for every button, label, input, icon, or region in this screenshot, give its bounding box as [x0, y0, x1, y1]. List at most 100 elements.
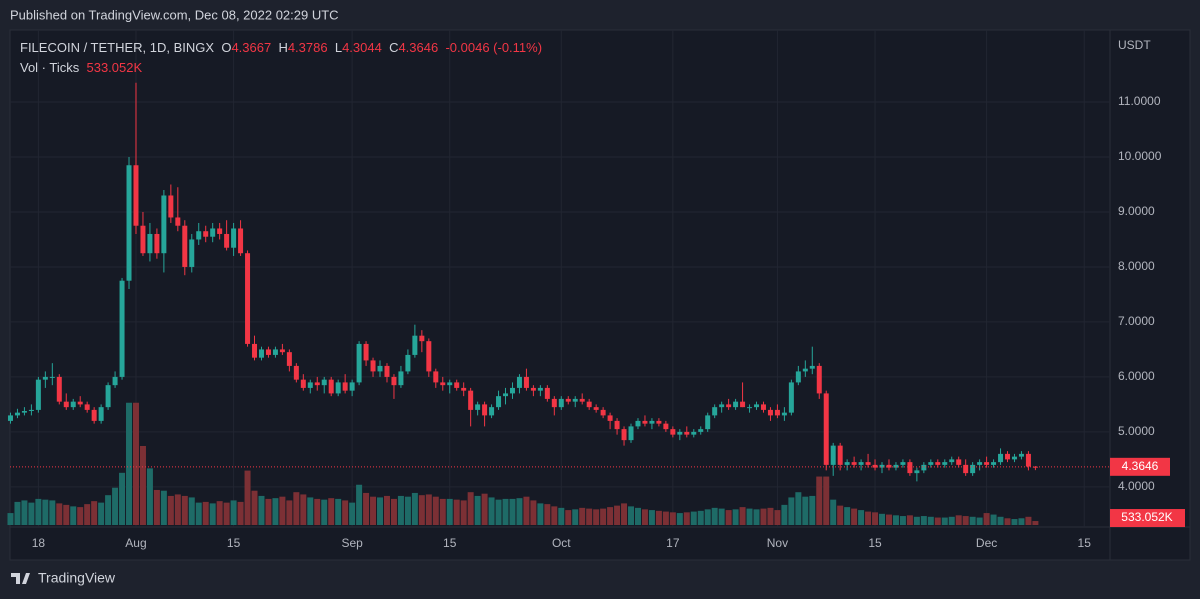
candle-body	[837, 445, 843, 465]
volume-bar	[1018, 518, 1025, 525]
candle-body	[900, 462, 906, 465]
candle-body	[774, 409, 780, 416]
candle-body	[391, 376, 397, 386]
volume-bar	[809, 495, 816, 525]
x-tick-label: Oct	[552, 536, 571, 550]
volume-bar	[49, 500, 56, 525]
candle-body	[370, 360, 376, 372]
candle-body	[747, 407, 753, 409]
volume-bar	[823, 476, 830, 525]
volume-bar	[174, 494, 181, 525]
candle-body	[147, 233, 153, 254]
candle-body	[154, 233, 160, 254]
volume-bar	[1032, 521, 1039, 525]
ohlc-value: 4.3646	[398, 40, 439, 55]
volume-bar	[223, 502, 230, 525]
volume-bar	[474, 495, 481, 525]
candle-body	[475, 404, 481, 410]
candle-body	[691, 431, 697, 435]
volume-bar	[328, 498, 335, 525]
x-tick-label: 17	[666, 536, 680, 550]
volume-title: Vol · Ticks	[20, 60, 80, 75]
x-tick-label: Aug	[125, 536, 146, 550]
y-tick-label: 8.0000	[1118, 259, 1155, 273]
volume-bar	[1011, 519, 1018, 525]
candle-body	[384, 365, 390, 377]
candle-body	[419, 335, 425, 342]
candle-body	[705, 415, 711, 430]
candle-body	[579, 398, 585, 402]
volume-bar	[558, 507, 565, 525]
candle-body	[98, 407, 104, 421]
volume-bar	[481, 493, 488, 525]
candle-body	[663, 423, 669, 430]
y-tick-label: 5.0000	[1118, 424, 1155, 438]
candle-body	[328, 379, 334, 394]
candle-body	[133, 165, 139, 226]
candle-body	[872, 464, 878, 468]
volume-bar	[167, 495, 174, 525]
candle-body	[14, 412, 20, 416]
candle-body	[349, 382, 355, 391]
x-tick-label: Sep	[341, 536, 363, 550]
candle-body	[286, 352, 292, 366]
volume-bar	[502, 498, 509, 525]
candle-body	[886, 464, 892, 468]
candle-body	[412, 335, 418, 355]
volume-bar	[767, 507, 774, 525]
candle-body	[91, 409, 97, 421]
volume-bar	[572, 509, 579, 525]
volume-bar	[342, 500, 349, 525]
candle-body	[426, 341, 432, 372]
candle-body	[544, 387, 550, 399]
candle-body	[447, 382, 453, 386]
volume-bar	[181, 495, 188, 525]
candle-body	[433, 371, 439, 383]
candle-body	[119, 280, 125, 377]
candle-body	[363, 343, 369, 361]
volume-bar	[307, 497, 314, 525]
volume-bar	[105, 495, 112, 525]
candle-body	[656, 420, 662, 424]
volume-bar	[641, 509, 648, 525]
candle-body	[168, 195, 174, 218]
volume-bar	[788, 497, 795, 525]
volume-bar	[593, 509, 600, 525]
ohlc-label: O	[221, 40, 232, 55]
volume-legend: Vol · Ticks 533.052K	[20, 60, 142, 75]
volume-bar	[467, 492, 474, 525]
volume-bar	[948, 516, 955, 525]
candle-body	[893, 464, 899, 468]
volume-bar	[551, 506, 558, 525]
volume-bar	[537, 503, 544, 525]
candle-body	[530, 387, 536, 391]
x-tick-label: 15	[1078, 536, 1092, 550]
volume-bar	[70, 506, 77, 525]
volume-bar	[7, 513, 14, 525]
volume-bar	[934, 517, 941, 525]
candle-body	[879, 464, 885, 468]
x-tick-label: 15	[443, 536, 457, 550]
candle-body	[586, 401, 592, 408]
candle-body	[670, 429, 676, 435]
volume-bar	[160, 490, 167, 525]
candle-body	[823, 393, 829, 465]
volume-value: 533.052K	[86, 60, 143, 75]
candle-body	[1011, 456, 1017, 460]
candle-body	[252, 343, 258, 358]
volume-bar	[258, 495, 265, 525]
volume-bar	[872, 512, 879, 525]
candle-body	[628, 426, 634, 441]
candle-body	[719, 404, 725, 408]
candle-body	[649, 420, 655, 424]
volume-bar	[648, 510, 655, 525]
candle-body	[698, 429, 704, 432]
candle-body	[516, 376, 522, 388]
candle-body	[231, 228, 237, 248]
volume-bar	[390, 498, 397, 525]
candle-body	[921, 464, 927, 471]
candle-body	[77, 401, 83, 405]
candle-body	[307, 382, 313, 388]
candle-body	[963, 464, 969, 474]
candle-body	[21, 410, 27, 413]
